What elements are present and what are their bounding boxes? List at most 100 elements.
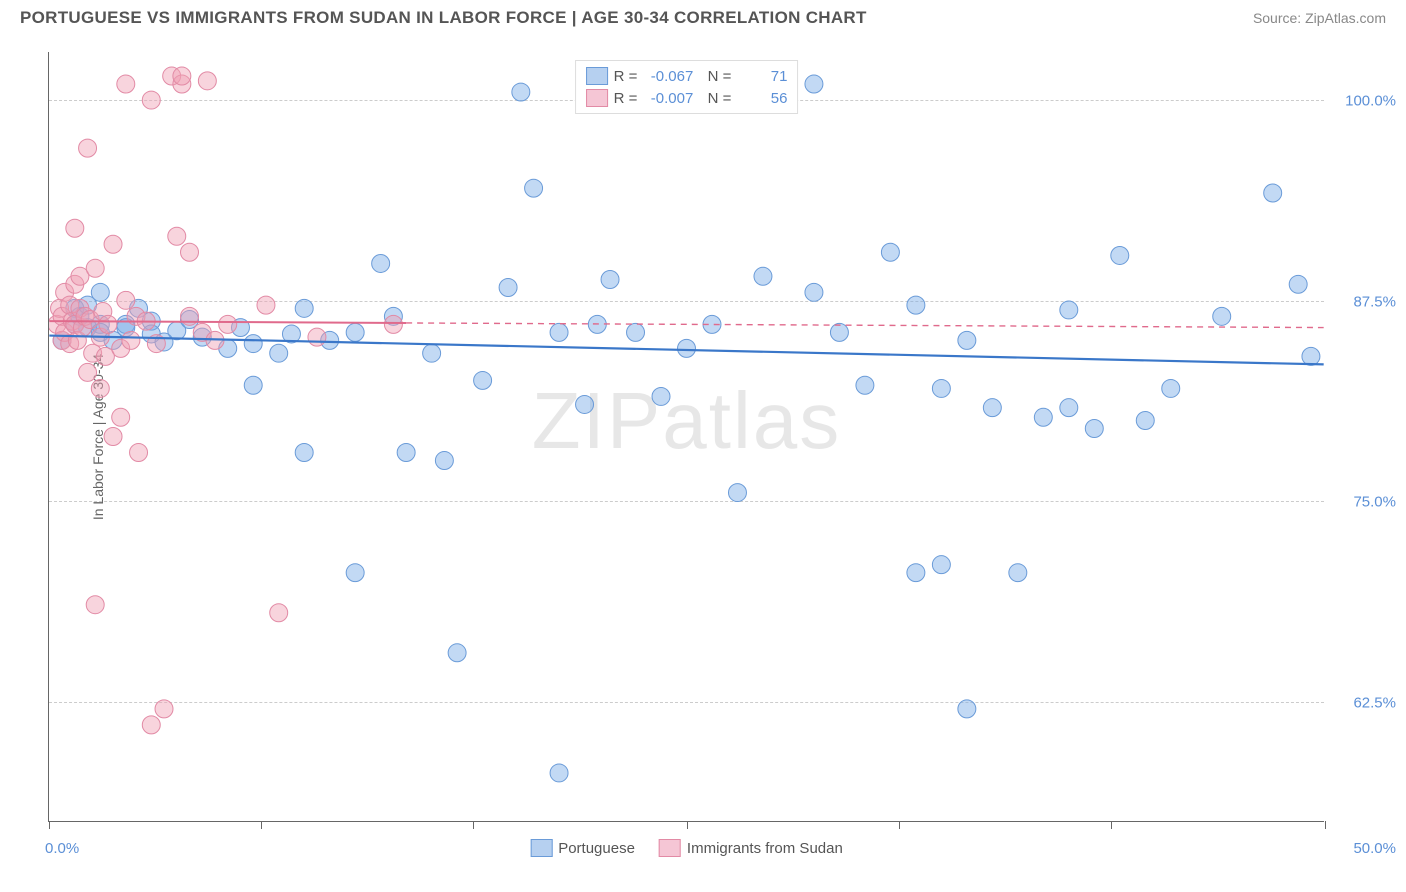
data-point [907,564,925,582]
data-point [308,328,326,346]
series-legend: Portuguese Immigrants from Sudan [530,839,843,857]
data-point [112,408,130,426]
legend-r-label: R = [614,68,638,85]
data-point [881,243,899,261]
stats-legend: R = -0.067 N = 71 R = -0.007 N = 56 [575,60,799,114]
trend-line-dashed [406,323,1324,328]
data-point [1264,184,1282,202]
data-point [346,564,364,582]
data-point [678,339,696,357]
data-point [86,596,104,614]
x-tick [1325,821,1326,829]
y-tick-label: 87.5% [1353,293,1396,310]
data-point [728,484,746,502]
data-point [99,315,117,333]
data-point [958,700,976,718]
legend-swatch [659,839,681,857]
data-point [295,444,313,462]
data-point [168,227,186,245]
data-point [86,259,104,277]
data-point [1060,301,1078,319]
legend-series-name: Immigrants from Sudan [687,840,843,857]
legend-stats-row: R = -0.067 N = 71 [586,65,788,87]
data-point [244,376,262,394]
x-tick [49,821,50,829]
data-point [1289,275,1307,293]
legend-swatch [586,67,608,85]
data-point [1111,246,1129,264]
data-point [652,387,670,405]
correlation-chart: In Labor Force | Age 30-34 62.5%75.0%87.… [48,52,1324,822]
legend-series-item: Immigrants from Sudan [659,839,843,857]
data-point [198,72,216,90]
y-tick-label: 62.5% [1353,694,1396,711]
data-point [830,323,848,341]
x-axis-min-label: 0.0% [45,840,79,857]
data-point [907,296,925,314]
y-tick-label: 100.0% [1345,93,1396,110]
data-point [91,283,109,301]
data-point [130,444,148,462]
data-point [601,271,619,289]
data-point [122,331,140,349]
data-point [295,299,313,317]
data-point [384,315,402,333]
data-point [104,235,122,253]
data-point [474,371,492,389]
data-point [142,91,160,109]
data-point [1085,420,1103,438]
legend-r-value: -0.067 [643,68,693,85]
chart-title: PORTUGUESE VS IMMIGRANTS FROM SUDAN IN L… [20,8,867,28]
data-point [397,444,415,462]
source-attribution: Source: ZipAtlas.com [1253,10,1386,26]
legend-swatch [530,839,552,857]
data-point [805,283,823,301]
data-point [346,323,364,341]
legend-n-label: N = [699,90,731,107]
data-point [117,75,135,93]
legend-swatch [586,89,608,107]
data-point [525,179,543,197]
data-point [1136,411,1154,429]
data-point [1034,408,1052,426]
data-point [423,344,441,362]
data-point [932,556,950,574]
data-point [219,315,237,333]
data-point [448,644,466,662]
x-tick [473,821,474,829]
legend-n-value: 56 [737,90,787,107]
data-point [270,604,288,622]
data-point [1060,399,1078,417]
x-tick [899,821,900,829]
legend-series-name: Portuguese [558,840,635,857]
x-tick [261,821,262,829]
data-point [244,335,262,353]
data-point [155,700,173,718]
data-point [435,452,453,470]
data-point [79,363,97,381]
legend-r-value: -0.007 [643,90,693,107]
data-point [805,75,823,93]
data-point [117,291,135,309]
data-point [550,764,568,782]
data-point [512,83,530,101]
y-tick-label: 75.0% [1353,494,1396,511]
data-point [104,428,122,446]
data-point [257,296,275,314]
legend-n-value: 71 [737,68,787,85]
data-point [66,219,84,237]
data-point [550,323,568,341]
legend-r-label: R = [614,90,638,107]
data-point [142,716,160,734]
data-point [856,376,874,394]
data-point [958,331,976,349]
data-point [576,395,594,413]
data-point [983,399,1001,417]
data-point [499,279,517,297]
x-axis-max-label: 50.0% [1353,840,1396,857]
x-tick [687,821,688,829]
data-point [79,139,97,157]
data-point [932,379,950,397]
legend-n-label: N = [699,68,731,85]
data-point [173,67,191,85]
